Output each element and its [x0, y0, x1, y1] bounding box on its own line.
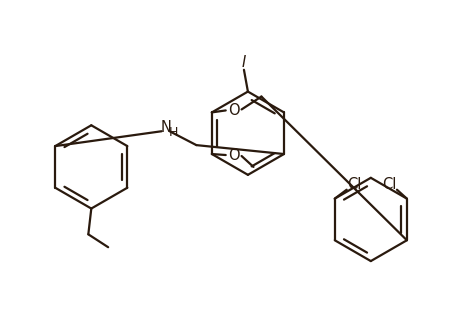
Text: O: O — [228, 103, 239, 118]
Text: N: N — [160, 120, 171, 135]
Text: Cl: Cl — [347, 177, 362, 192]
Text: O: O — [228, 147, 239, 163]
Text: Cl: Cl — [382, 177, 396, 192]
Text: H: H — [169, 126, 178, 139]
Text: I: I — [242, 55, 246, 70]
